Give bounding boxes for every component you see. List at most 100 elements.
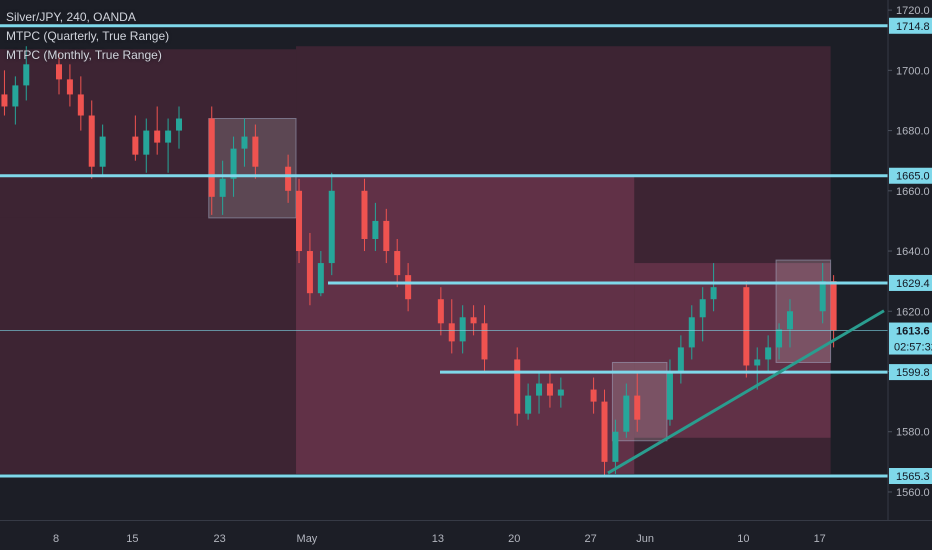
candle-body xyxy=(612,431,619,462)
candle-body xyxy=(459,317,466,342)
candle-body xyxy=(88,115,95,167)
candle-body xyxy=(536,383,543,396)
candle-body xyxy=(546,383,553,396)
candle-body xyxy=(208,118,215,197)
candle-body xyxy=(241,136,248,149)
x-tick-label: 13 xyxy=(432,533,444,545)
candle-body xyxy=(66,79,73,95)
indicator-monthly[interactable]: MTPC (Monthly, True Range) xyxy=(6,48,162,62)
price-label-1665.0: 1665.0 xyxy=(896,171,930,183)
candle-body xyxy=(372,220,379,239)
x-tick-label: May xyxy=(297,533,318,545)
candle-body xyxy=(557,389,564,396)
price-labels-layer: 1714.8 1665.0 1629.4 1599.8 1565.3 1613.6 02:5… xyxy=(889,17,932,484)
current-price-label: 1613.6 xyxy=(896,326,930,338)
y-tick-label: 1620.0 xyxy=(896,306,930,318)
range-boxes-layer xyxy=(0,46,831,474)
candle-body xyxy=(306,251,313,294)
candle-body xyxy=(437,299,444,324)
price-label-1565.3: 1565.3 xyxy=(896,471,930,483)
candle-body xyxy=(1,94,8,107)
candle-body xyxy=(56,64,62,80)
candle-body xyxy=(710,287,717,300)
candle-body xyxy=(328,190,335,264)
x-tick-label: Jun xyxy=(636,533,654,545)
price-label-bg xyxy=(889,167,932,184)
candle-body xyxy=(383,220,390,252)
candle-body xyxy=(230,148,237,179)
y-tick-label: 1660.0 xyxy=(896,186,930,198)
x-tick-label: 15 xyxy=(126,533,138,545)
countdown-label: 02:57:32 xyxy=(894,342,932,354)
price-label-bg xyxy=(889,274,932,291)
indicator-quarterly[interactable]: MTPC (Quarterly, True Range) xyxy=(6,29,170,43)
candle-body xyxy=(590,389,597,402)
candle-body xyxy=(143,130,150,155)
y-tick-label: 1680.0 xyxy=(896,126,930,138)
range-box-quarterly xyxy=(0,217,297,474)
price-label-bg xyxy=(889,364,932,381)
candle-body xyxy=(252,136,259,167)
candle-body xyxy=(132,136,139,155)
candle-body xyxy=(481,323,488,360)
candle-body xyxy=(219,178,226,197)
candle-body xyxy=(317,263,324,294)
price-label-bg xyxy=(889,17,932,34)
candles-layer xyxy=(1,46,837,477)
x-tick-label: 23 xyxy=(214,533,226,545)
x-axis-labels: 8 15 23 May 13 20 27 Jun 10 17 xyxy=(53,533,826,545)
symbol-title[interactable]: Silver/JPY, 240, OANDA xyxy=(6,10,136,24)
candle-body xyxy=(765,347,772,360)
candle-body xyxy=(361,190,368,239)
highlight-box[interactable] xyxy=(208,118,297,219)
y-tick-label: 1580.0 xyxy=(896,427,930,439)
candle-body xyxy=(296,190,303,252)
candle-body xyxy=(623,395,630,432)
price-label-1599.8: 1599.8 xyxy=(896,367,930,379)
x-tick-label: 27 xyxy=(584,533,596,545)
y-tick-label: 1640.0 xyxy=(896,246,930,258)
candle-body xyxy=(754,359,761,366)
candle-body xyxy=(666,371,673,420)
x-tick-label: 20 xyxy=(508,533,520,545)
candle-body xyxy=(677,347,684,372)
time-axis-panel[interactable] xyxy=(0,521,888,550)
candle-body xyxy=(165,130,172,143)
y-tick-label: 1560.0 xyxy=(896,487,930,499)
x-tick-label: 17 xyxy=(814,533,826,545)
candle-body xyxy=(699,299,706,318)
y-tick-label: 1720.0 xyxy=(896,5,930,17)
candle-body xyxy=(12,85,19,107)
trendline[interactable] xyxy=(607,309,885,475)
x-tick-label: 10 xyxy=(737,533,749,545)
current-price-label-bg xyxy=(889,322,932,355)
candle-body xyxy=(786,311,793,330)
candle-body xyxy=(394,251,401,276)
candle-body xyxy=(285,166,292,191)
x-tick-label: 8 xyxy=(53,533,59,545)
candle-body xyxy=(634,395,641,420)
candle-body xyxy=(819,281,826,312)
candle-body xyxy=(23,64,30,86)
candle-body xyxy=(776,329,783,348)
price-label-bg xyxy=(889,468,932,484)
candle-body xyxy=(525,395,532,414)
candle-body xyxy=(470,317,477,324)
candle-body xyxy=(743,287,750,366)
candle-body xyxy=(154,130,161,143)
candle-body xyxy=(601,401,608,462)
candle-body xyxy=(99,136,106,167)
price-label-1629.4: 1629.4 xyxy=(896,278,930,290)
legend: Silver/JPY, 240, OANDA MTPC (Quarterly, … xyxy=(6,8,169,65)
price-label-1714.8: 1714.8 xyxy=(896,21,930,33)
candle-body xyxy=(405,275,412,300)
level-lines-layer[interactable] xyxy=(0,24,888,478)
y-tick-label: 1700.0 xyxy=(896,65,930,77)
candle-body xyxy=(514,359,521,414)
candle-body xyxy=(830,281,837,331)
candle-body xyxy=(176,118,183,131)
candle-body xyxy=(448,323,455,342)
trendline-layer[interactable] xyxy=(607,309,885,475)
